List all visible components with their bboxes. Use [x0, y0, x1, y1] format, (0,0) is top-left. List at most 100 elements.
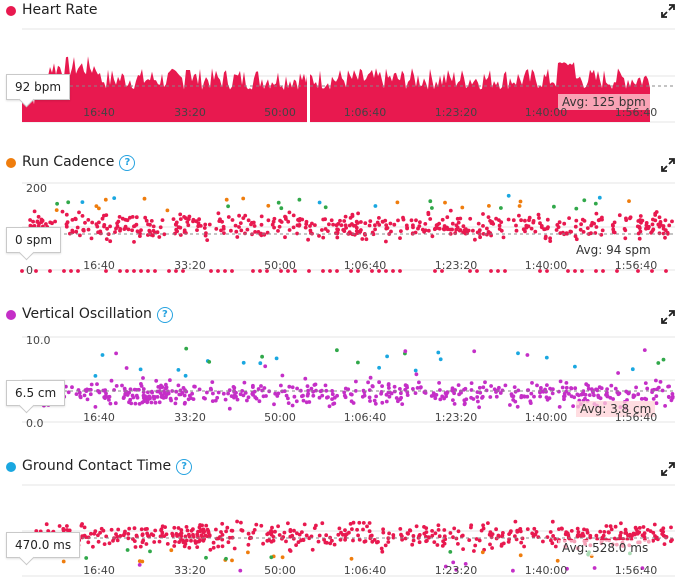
data-point — [354, 225, 359, 230]
data-point — [395, 200, 400, 205]
run-cadence-chart[interactable] — [0, 182, 683, 282]
data-point — [61, 559, 66, 564]
data-point — [342, 219, 347, 223]
data-point — [488, 395, 493, 399]
data-point — [251, 530, 256, 535]
data-point — [305, 384, 310, 388]
data-point — [592, 221, 596, 226]
data-point — [643, 381, 648, 385]
data-point — [564, 381, 569, 385]
data-point — [306, 388, 310, 393]
data-point — [164, 393, 169, 397]
expand-arrows-icon[interactable] — [661, 4, 675, 18]
question-circle-icon[interactable]: ? — [156, 307, 173, 323]
data-point — [587, 393, 592, 397]
vertical-oscillation-header: Vertical Oscillation? — [0, 304, 683, 326]
data-point — [123, 224, 128, 229]
data-point — [86, 540, 91, 545]
data-point — [489, 384, 493, 388]
data-point — [347, 530, 351, 535]
data-point — [183, 216, 188, 221]
data-point — [376, 540, 380, 544]
data-point — [245, 398, 249, 403]
data-point — [164, 385, 169, 390]
data-point — [511, 398, 516, 402]
data-point — [241, 360, 246, 365]
data-point — [566, 269, 570, 273]
data-point — [216, 269, 220, 273]
data-point — [487, 204, 491, 208]
vertical-oscillation-chart[interactable] — [0, 336, 683, 432]
data-point — [287, 548, 292, 552]
data-point — [609, 527, 614, 532]
data-point — [269, 529, 273, 533]
data-point — [112, 196, 117, 200]
data-point — [108, 224, 112, 229]
data-point — [149, 400, 154, 405]
data-point — [210, 399, 215, 403]
expand-arrows-icon[interactable] — [661, 462, 675, 476]
data-point — [461, 547, 465, 551]
data-point — [220, 521, 225, 526]
data-point — [125, 269, 129, 273]
data-point — [594, 387, 598, 392]
x-tick: 33:20 — [174, 106, 206, 119]
data-point — [443, 200, 447, 205]
data-point — [86, 227, 91, 232]
data-point — [654, 401, 659, 406]
data-point — [413, 391, 418, 395]
data-point — [216, 211, 221, 216]
data-point — [490, 532, 495, 536]
data-point — [139, 269, 143, 273]
data-point — [304, 533, 309, 538]
data-point — [464, 227, 468, 231]
data-point — [370, 384, 375, 388]
data-point — [335, 227, 339, 232]
data-point — [435, 543, 440, 547]
question-circle-icon[interactable]: ? — [119, 155, 136, 171]
data-point — [548, 386, 552, 391]
data-point — [557, 527, 561, 531]
data-point — [669, 525, 673, 530]
ground-contact-time-chart[interactable] — [0, 484, 683, 584]
data-point — [70, 385, 74, 390]
data-point — [477, 405, 481, 410]
data-point — [127, 526, 132, 531]
data-point — [359, 228, 363, 232]
data-point — [613, 524, 618, 529]
data-point — [497, 227, 502, 231]
x-tick: 16:40 — [83, 564, 115, 577]
data-point — [359, 220, 363, 224]
data-point — [348, 392, 353, 396]
data-point — [471, 228, 475, 233]
data-point — [158, 391, 163, 395]
data-point — [506, 193, 511, 198]
data-point — [313, 223, 317, 227]
x-tick: 16:40 — [83, 106, 115, 119]
data-point — [237, 225, 241, 229]
data-point — [453, 231, 458, 236]
data-point — [405, 393, 410, 397]
data-point — [400, 537, 404, 542]
data-point — [172, 525, 177, 530]
data-point — [238, 392, 243, 397]
heart-rate-chart[interactable] — [0, 28, 683, 128]
expand-arrows-icon[interactable] — [661, 310, 675, 324]
data-point — [525, 527, 530, 531]
data-point — [368, 399, 372, 403]
data-point — [195, 545, 200, 549]
data-point — [503, 269, 507, 273]
data-point — [324, 388, 329, 393]
data-point — [511, 218, 516, 223]
expand-arrows-icon[interactable] — [661, 158, 675, 172]
data-point — [276, 229, 280, 233]
data-point — [132, 224, 136, 229]
data-point — [103, 197, 108, 202]
question-circle-icon[interactable]: ? — [176, 459, 193, 475]
data-point — [343, 535, 348, 540]
data-point — [417, 540, 422, 545]
data-point — [251, 220, 256, 225]
data-point — [189, 538, 193, 543]
data-point — [361, 388, 366, 393]
data-point — [317, 395, 322, 400]
